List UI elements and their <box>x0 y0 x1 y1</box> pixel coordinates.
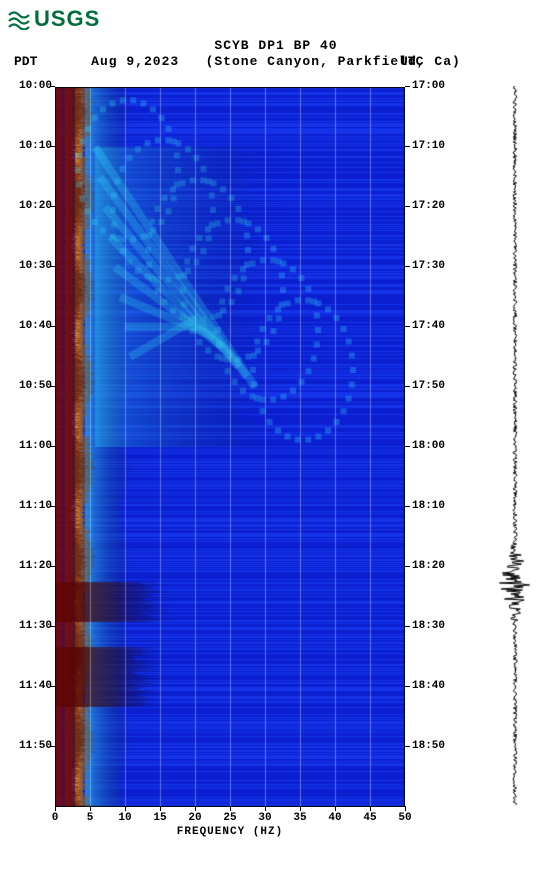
tick-mark <box>405 86 410 87</box>
y-tick-right: 17:40 <box>412 320 462 332</box>
y-tick-left: 10:30 <box>2 260 52 272</box>
tick-mark <box>405 806 406 811</box>
tick-mark <box>50 146 55 147</box>
tick-mark <box>195 806 196 811</box>
x-tick: 45 <box>360 812 380 824</box>
x-tick: 0 <box>45 812 65 824</box>
tick-mark <box>55 806 56 811</box>
tick-mark <box>405 506 410 507</box>
tick-mark <box>50 566 55 567</box>
tick-mark <box>405 326 410 327</box>
subtitle-date: Aug 9,2023 <box>91 54 179 69</box>
y-tick-right: 17:00 <box>412 80 462 92</box>
waveform-canvas <box>490 86 540 806</box>
tick-mark <box>405 746 410 747</box>
tick-mark <box>405 686 410 687</box>
y-tick-left: 11:00 <box>2 440 52 452</box>
y-tick-right: 17:10 <box>412 140 462 152</box>
tick-mark <box>50 206 55 207</box>
x-tick: 5 <box>80 812 100 824</box>
x-tick: 10 <box>115 812 135 824</box>
spectrogram-plot <box>55 86 405 807</box>
y-tick-right: 18:40 <box>412 680 462 692</box>
tick-mark <box>405 566 410 567</box>
x-axis-label: FREQUENCY (HZ) <box>55 826 405 838</box>
spectrogram-canvas <box>55 87 405 807</box>
tick-mark <box>160 806 161 811</box>
left-axis-unit: PDT <box>14 54 37 69</box>
right-axis-unit: UTC <box>400 54 423 69</box>
x-tick: 20 <box>185 812 205 824</box>
tick-mark <box>50 506 55 507</box>
tick-mark <box>405 446 410 447</box>
tick-mark <box>405 626 410 627</box>
plot-title: SCYB DP1 BP 40 <box>0 38 552 53</box>
tick-mark <box>265 806 266 811</box>
x-tick: 40 <box>325 812 345 824</box>
y-tick-left: 11:30 <box>2 620 52 632</box>
y-tick-right: 18:50 <box>412 740 462 752</box>
tick-mark <box>405 206 410 207</box>
tick-mark <box>300 806 301 811</box>
tick-mark <box>405 386 410 387</box>
tick-mark <box>50 686 55 687</box>
y-tick-left: 10:00 <box>2 80 52 92</box>
usgs-logo: USGS <box>8 6 100 32</box>
y-tick-right: 18:20 <box>412 560 462 572</box>
tick-mark <box>50 746 55 747</box>
x-tick: 35 <box>290 812 310 824</box>
tick-mark <box>125 806 126 811</box>
tick-mark <box>50 446 55 447</box>
y-tick-left: 11:40 <box>2 680 52 692</box>
y-tick-left: 11:50 <box>2 740 52 752</box>
waveform-trace <box>490 86 540 806</box>
tick-mark <box>50 326 55 327</box>
tick-mark <box>335 806 336 811</box>
tick-mark <box>405 266 410 267</box>
y-tick-right: 17:20 <box>412 200 462 212</box>
usgs-logo-text: USGS <box>34 6 100 32</box>
y-tick-left: 10:10 <box>2 140 52 152</box>
tick-mark <box>50 626 55 627</box>
tick-mark <box>50 266 55 267</box>
y-tick-left: 11:10 <box>2 500 52 512</box>
x-tick: 30 <box>255 812 275 824</box>
y-tick-left: 10:20 <box>2 200 52 212</box>
tick-mark <box>90 806 91 811</box>
usgs-wave-icon <box>8 8 30 30</box>
plot-subtitle: Aug 9,2023 (Stone Canyon, Parkfield, Ca) <box>0 54 552 69</box>
tick-mark <box>50 386 55 387</box>
y-tick-left: 10:40 <box>2 320 52 332</box>
x-tick: 25 <box>220 812 240 824</box>
y-tick-right: 18:10 <box>412 500 462 512</box>
y-tick-right: 18:00 <box>412 440 462 452</box>
y-tick-left: 11:20 <box>2 560 52 572</box>
tick-mark <box>370 806 371 811</box>
y-tick-right: 17:50 <box>412 380 462 392</box>
tick-mark <box>230 806 231 811</box>
x-tick: 50 <box>395 812 415 824</box>
tick-mark <box>405 146 410 147</box>
y-tick-left: 10:50 <box>2 380 52 392</box>
y-tick-right: 17:30 <box>412 260 462 272</box>
x-tick: 15 <box>150 812 170 824</box>
y-tick-right: 18:30 <box>412 620 462 632</box>
tick-mark <box>50 86 55 87</box>
